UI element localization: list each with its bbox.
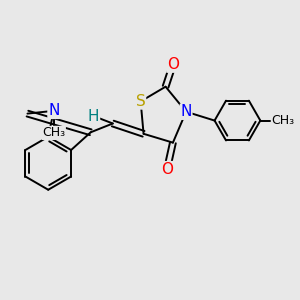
Text: O: O bbox=[161, 162, 173, 177]
Text: CH₃: CH₃ bbox=[272, 114, 295, 127]
Text: H: H bbox=[88, 109, 100, 124]
Text: N: N bbox=[180, 104, 192, 119]
Text: CH₃: CH₃ bbox=[42, 126, 65, 140]
Text: S: S bbox=[136, 94, 146, 109]
Text: O: O bbox=[167, 57, 179, 72]
Text: N: N bbox=[48, 103, 59, 118]
